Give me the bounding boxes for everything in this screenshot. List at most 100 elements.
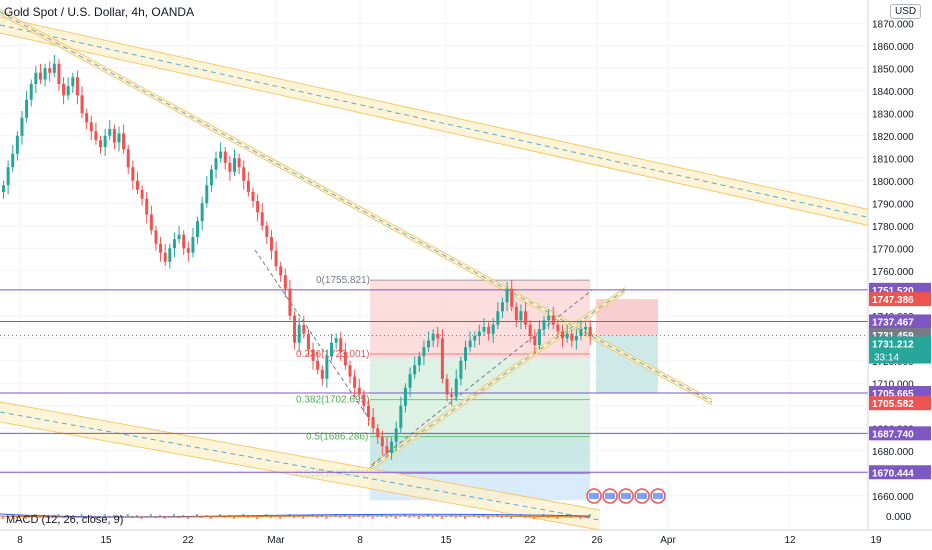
x-axis-tick-label: 22 [182,535,194,546]
candle-body [279,266,283,276]
y-axis-tick-label: 1680.000 [872,447,914,458]
candle-body [251,192,255,201]
candle-body [80,95,84,114]
macd-histogram-bar [80,514,83,517]
chart-title: Gold Spot / U.S. Dollar, 4h, OANDA [4,5,195,19]
macd-histogram-bar [269,516,272,518]
macd-histogram-bar [422,516,425,517]
macd-histogram-bar [362,516,365,518]
macd-histogram-bar [311,514,314,517]
candle-body [445,378,449,395]
candle-body [561,331,565,339]
candle-body [417,356,421,366]
macd-histogram-bar [15,516,18,518]
candle-body [269,237,273,251]
candle-body [316,360,320,370]
candle-body [413,365,417,375]
candle-body [427,340,431,348]
candle-body [376,428,380,438]
y-axis-tick-label: 1770.000 [872,244,914,255]
trendline-channel-steep-midline [0,11,713,403]
macd-histogram-bar [103,514,106,517]
candle-body [408,374,412,388]
y-axis-tick-label: 1840.000 [872,87,914,98]
candle-body [394,428,398,442]
macd-histogram-bar [348,516,351,519]
candle-body [228,162,232,172]
descending-channel-upper-midline [0,24,881,221]
candle-body [209,169,213,186]
macd-histogram-bar [431,516,434,518]
descending-channel-upper-edge-bottom [0,32,881,229]
candle-body [524,311,528,325]
candle-body [330,342,334,357]
macd-histogram-bar [477,516,480,518]
candle-body [334,338,338,343]
ascending-trendline-channel-edge-top [369,287,626,466]
macd-histogram-bar [172,514,175,517]
candle-body [579,329,583,336]
macd-histogram-bar [371,516,374,519]
candle-body [533,336,537,345]
price-level-badge-label: 1705.665 [872,389,914,400]
candle-body [519,311,523,321]
candle-body [85,113,89,123]
candle-body [574,336,578,341]
event-flag-icon-fill [637,493,647,499]
candle-body [214,158,218,170]
price-level-badge-label: 1737.467 [872,317,914,328]
candle-body [122,133,126,150]
candle-body [570,333,574,341]
candle-body [15,135,19,154]
candle-body [182,234,186,249]
price-level-badge [869,314,931,329]
candle-body [94,131,98,141]
candle-body [66,86,70,96]
y-axis-tick-label: 1780.000 [872,222,914,233]
candle-body [385,446,389,453]
fib-level-label: 0.5(1686.286) [306,432,368,443]
price-level-badge-label: 1747.386 [872,295,914,306]
macd-histogram-bar [376,516,379,517]
price-level-badge-label: 1751.520 [872,286,914,297]
candle-body [159,243,163,253]
y-axis-tick-label: 1850.000 [872,64,914,75]
candle-body [11,153,15,168]
macd-histogram-bar [209,516,212,519]
descending-channel-lower-edge-top [0,401,601,511]
candle-body [34,72,38,84]
candle-body [38,72,42,80]
candle-body [168,248,172,262]
candle-body [283,275,287,289]
price-level-badge [869,396,931,411]
x-axis-tick-label: 8 [17,535,23,546]
x-axis-tick-label: 26 [591,535,603,546]
candle-body [422,347,426,357]
candle-body [537,329,541,345]
macd-value-label: 0.000 [886,512,911,523]
currency-button[interactable]: USD [890,4,922,19]
macd-indicator-label[interactable]: MACD (12, 26, close, 9) [6,514,124,526]
candle-body [306,333,310,350]
candle-body [29,84,33,100]
candle-body [584,327,588,330]
candle-body [135,180,139,190]
x-axis-tick-label: 19 [870,535,882,546]
macd-histogram-bar [11,514,14,517]
y-axis-tick-label: 1830.000 [872,109,914,120]
macd-histogram-bar [519,514,522,517]
fib-level-label: 0(1755.821) [316,275,370,286]
candle-body [246,180,250,192]
x-axis-tick-label: 22 [524,535,536,546]
macd-histogram-bar [533,516,536,519]
price-level-badge-label: 1705.582 [872,399,914,410]
candle-body [371,417,375,429]
candle-body [357,387,361,395]
x-axis-tick-label: 12 [784,535,796,546]
descending-channel-lower-edge-bottom [0,421,601,531]
candle-body [2,185,5,192]
macd-histogram-bar [48,516,51,519]
price-level-badge [869,465,931,480]
x-axis-tick-label: 8 [357,535,363,546]
